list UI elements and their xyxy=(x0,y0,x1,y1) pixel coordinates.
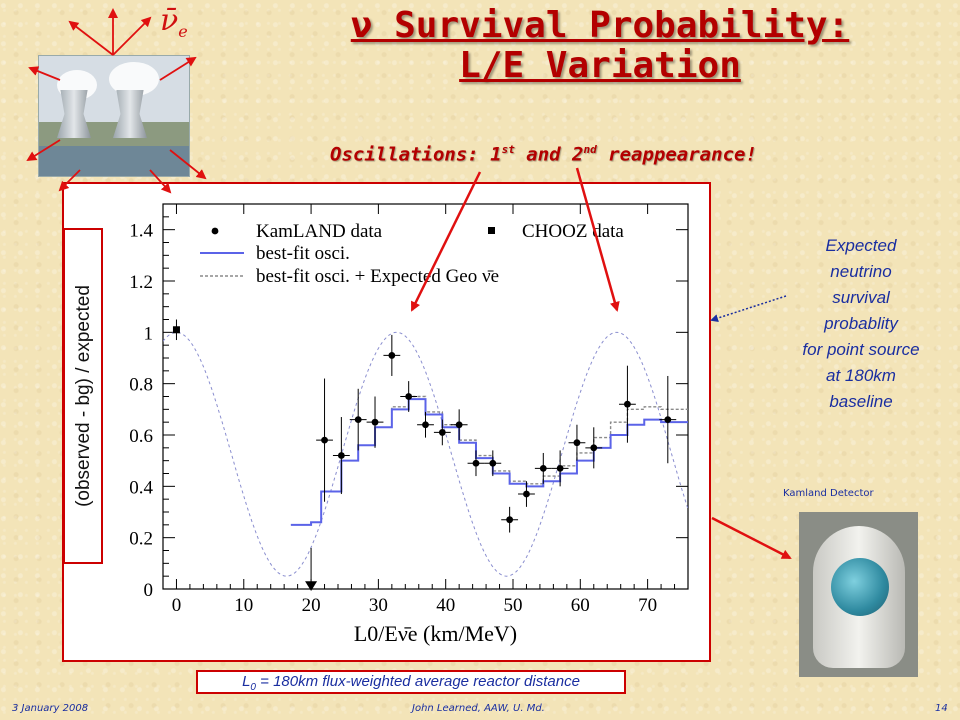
slide-subtitle: Oscillations: 1st and 2nd reappearance! xyxy=(330,143,780,165)
kamland-data-point xyxy=(337,452,345,459)
x-tick-label: 30 xyxy=(369,595,388,616)
y-tick-label: 0.2 xyxy=(129,529,153,550)
x-tick-label: 10 xyxy=(234,595,253,616)
kamland-data-point xyxy=(354,416,362,423)
kamland-data-point xyxy=(489,459,497,467)
kamland-data-point xyxy=(405,393,413,400)
title-line-2: L/E Variation xyxy=(459,45,741,86)
kamland-data-point xyxy=(422,421,429,429)
footnote-text: = 180km flux-weighted average reactor di… xyxy=(255,673,580,690)
legend-chooz-marker xyxy=(488,227,495,234)
subtitle-text-3: reappearance! xyxy=(596,143,757,166)
y-tick-label: 1.4 xyxy=(129,221,153,242)
nubar-glyph: ν̄ xyxy=(160,3,179,38)
y-tick-label: 0 xyxy=(144,580,154,601)
expected-note-line: baseline xyxy=(829,392,893,411)
kamland-data-point xyxy=(506,516,514,524)
footnote-l: L xyxy=(242,673,251,690)
kamland-data-point xyxy=(388,352,396,359)
expected-note-line: survival xyxy=(832,288,890,307)
kamland-data-point xyxy=(624,400,631,408)
footnote-sub: 0 xyxy=(250,682,256,693)
subtitle-text-2: and 2 xyxy=(514,143,584,166)
y-tick-label: 0.6 xyxy=(129,426,153,447)
x-tick-label: 20 xyxy=(302,595,321,616)
best-fit-series xyxy=(290,398,688,526)
legend-kamland-marker xyxy=(211,227,219,235)
ylabel-box: (observed - bg) / expected xyxy=(63,228,103,564)
y-tick-label: 1.2 xyxy=(129,272,153,293)
y-axis-label: (observed - bg) / expected xyxy=(72,285,94,507)
kamland-data-point xyxy=(664,416,672,423)
nubar-subscript: e xyxy=(178,22,188,41)
expected-survival-note: Expected neutrino survival probablity for po… xyxy=(766,233,956,415)
kamland-data-point xyxy=(321,436,328,444)
kamland-data-point xyxy=(371,418,379,426)
kamland-data-point xyxy=(573,439,581,447)
kamland-data-point xyxy=(556,464,564,472)
expected-note-line: Expected xyxy=(825,236,897,255)
x-tick-label: 60 xyxy=(571,595,590,616)
y-tick-label: 0.4 xyxy=(129,477,153,498)
legend-kamland-label: KamLAND data xyxy=(256,221,383,242)
footer-author: John Learned, AAW, U. Md. xyxy=(412,703,545,714)
expected-note-line: neutrino xyxy=(830,262,892,281)
legend-best-fit-label: best-fit osci. xyxy=(256,243,350,264)
legend-chooz-label: CHOOZ data xyxy=(522,221,624,242)
x-axis-label: L0/Eν̄e (km/MeV) xyxy=(354,621,517,646)
footer-page-number: 14 xyxy=(935,703,948,714)
expected-note-line: for point source xyxy=(802,340,920,359)
detector-label: Kamland Detector xyxy=(783,488,874,499)
x-tick-label: 70 xyxy=(638,595,657,616)
y-tick-label: 1 xyxy=(144,323,154,344)
kamland-data-point xyxy=(590,444,598,452)
legend-geo-label: best-fit osci. + Expected Geo ν̄e xyxy=(256,266,499,287)
footer-date: 3 January 2008 xyxy=(12,703,89,714)
x-tick-label: 0 xyxy=(172,595,182,616)
subtitle-text-1: Oscillations: 1 xyxy=(330,143,502,166)
kamland-data-point xyxy=(523,490,530,498)
kamland-data-point xyxy=(472,459,480,467)
x-tick-label: 40 xyxy=(436,595,455,616)
subtitle-sup-1: st xyxy=(501,143,515,156)
slide-title: ν Survival Probability: L/E Variation xyxy=(340,6,860,86)
footnote-box: L0 = 180km flux-weighted average reactor… xyxy=(196,670,626,694)
antineutrino-symbol: ν̄e xyxy=(160,3,188,41)
x-tick-label: 50 xyxy=(504,595,523,616)
kamland-detector-image xyxy=(799,512,918,677)
chooz-data-point xyxy=(172,326,180,334)
kamland-data-point xyxy=(455,421,463,429)
kamland-data-point xyxy=(438,429,446,436)
subtitle-sup-2: nd xyxy=(583,143,597,156)
kamland-data-point xyxy=(539,464,547,472)
upper-limit-arrow xyxy=(305,581,318,591)
y-tick-label: 0.8 xyxy=(129,375,153,396)
title-line-1: ν Survival Probability: xyxy=(350,5,850,46)
expected-note-line: at 180km xyxy=(826,366,896,385)
expected-note-line: probablity xyxy=(824,314,898,333)
